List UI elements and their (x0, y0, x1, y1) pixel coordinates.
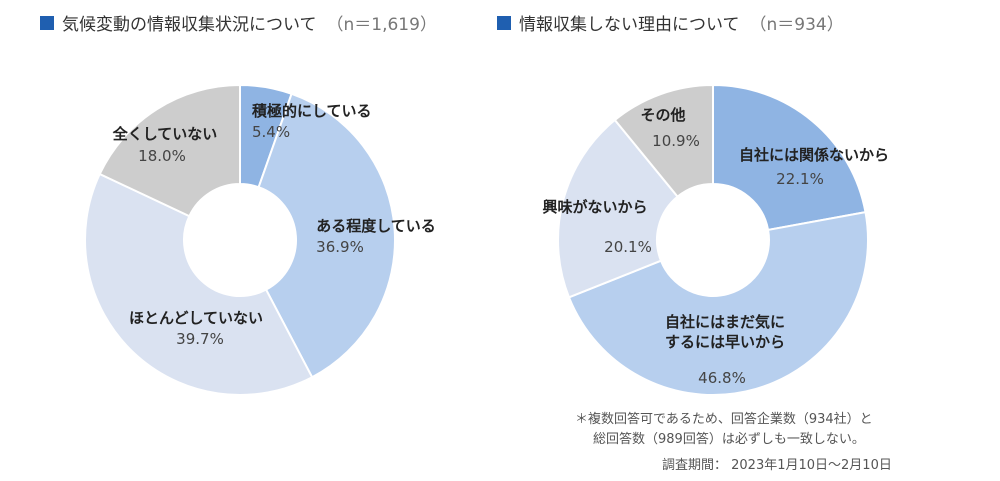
right-chart-n: （n＝934） (749, 15, 844, 35)
right-chart-title-text: 情報収集しない理由について (519, 15, 740, 35)
chart0-slice-2-value: 39.7% (176, 330, 224, 348)
chart0-slice-1 (257, 92, 396, 379)
chart0-slice-3-value: 18.0% (138, 147, 186, 165)
footnote-line-1: ＊複数回答可であるため、回答企業数（934社）と (575, 412, 873, 427)
left-chart-title: 気候変動の情報収集状況について （n＝1,619） (40, 10, 437, 35)
chart0-slice-3-label: 全くしていない (112, 125, 218, 143)
chart1-slice-0-label: 自社には関係ないから (739, 146, 889, 164)
right-chart-title: 情報収集しない理由について （n＝934） (497, 10, 844, 35)
chart1-slice-0-value: 22.1% (776, 170, 824, 188)
chart1-slice-3-label: その他 (640, 106, 685, 124)
chart1-slice-1-value: 46.8% (698, 369, 746, 387)
chart0-slice-0-value: 5.4% (252, 123, 290, 141)
chart1-slice-2-label: 興味がないから (542, 198, 647, 216)
left-chart-title-text: 気候変動の情報収集状況について (62, 15, 317, 35)
chart0-slice-2-label: ほとんどしていない (129, 309, 263, 327)
left-chart-n: （n＝1,619） (326, 15, 437, 35)
chart0-slice-0-label: 積極的にしている (251, 102, 372, 120)
footnote-line-2: 総回答数（989回答）は必ずしも一致しない。 (593, 432, 865, 447)
chart1-slice-0 (712, 83, 867, 232)
chart0-slice-1-value: 36.9% (316, 238, 364, 256)
chart1-slice-3 (613, 83, 714, 199)
chart1-slice-2 (557, 118, 679, 299)
chart1-slice-1-label: 自社にはまだ気に (665, 313, 785, 331)
chart1-slice-2-value: 20.1% (604, 238, 652, 256)
title-square-icon (497, 15, 511, 30)
chart0-slice-2 (84, 172, 314, 396)
chart0-slice-3 (98, 83, 241, 218)
chart1-slice-1-label: するには早いから (665, 333, 785, 351)
chart1-slice-1 (567, 210, 869, 396)
left-donut-chart: 積極的にしている 5.4% ある程度している 36.9% ほとんどしていない 39.7% 全… (84, 83, 436, 396)
survey-period: 調査期間： 2023年1月10日～2月10日 (662, 458, 892, 473)
chart1-slice-3-value: 10.9% (652, 132, 700, 150)
title-square-icon (40, 15, 54, 30)
chart0-slice-1-label: ある程度している (316, 217, 436, 235)
